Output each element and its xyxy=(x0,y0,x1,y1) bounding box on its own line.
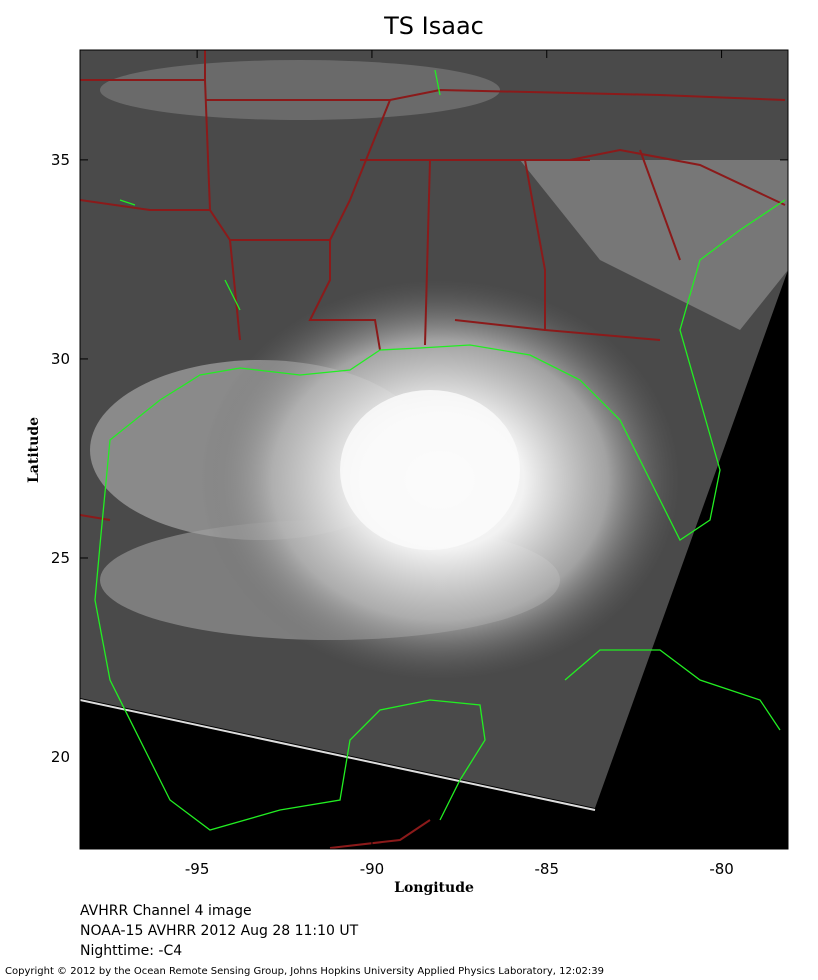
annotation: NOAA-15 AVHRR 2012 Aug 28 11:10 UT xyxy=(80,923,359,939)
borders xyxy=(80,50,786,849)
storm-core xyxy=(340,390,520,550)
x-axis-title: Longitude xyxy=(394,880,474,896)
x-tick-label: -80 xyxy=(709,860,734,878)
y-tick-label: 30 xyxy=(51,350,70,368)
coastline xyxy=(94,69,786,831)
cloud xyxy=(100,60,500,120)
cloud xyxy=(520,160,788,330)
satellite-image xyxy=(80,50,788,849)
x-tick-label: -85 xyxy=(535,860,560,878)
y-tick-label: 20 xyxy=(51,748,70,766)
y-tick-label: 25 xyxy=(51,549,70,567)
x-tick-label: -95 xyxy=(185,860,210,878)
annotation: Nighttime: -C4 xyxy=(80,943,182,959)
swath-edge xyxy=(80,699,596,811)
y-tick-label: 35 xyxy=(51,151,70,169)
plot-frame xyxy=(79,49,789,850)
copyright: Copyright © 2012 by the Ocean Remote Sen… xyxy=(5,966,604,977)
chart-title: TS Isaac xyxy=(383,12,484,40)
x-tick-label: -90 xyxy=(360,860,385,878)
y-axis-title: Latitude xyxy=(26,417,42,483)
annotation: AVHRR Channel 4 image xyxy=(80,903,252,919)
